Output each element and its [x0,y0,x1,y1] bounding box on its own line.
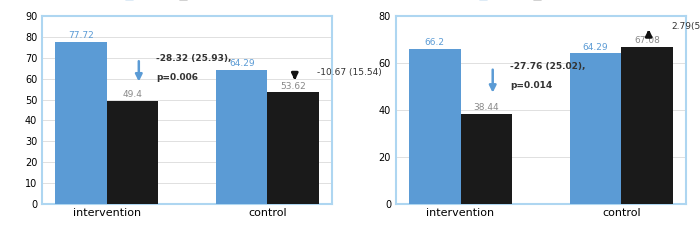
Text: 49.4: 49.4 [122,90,142,99]
Legend: baseline, 1month later: baseline, 1month later [124,0,250,2]
Bar [267,92,319,204]
Bar [622,47,673,204]
Text: 67.08: 67.08 [634,36,660,45]
Text: 53.62: 53.62 [280,82,306,91]
Text: p=0.014: p=0.014 [510,81,553,90]
Text: 64.29: 64.29 [229,59,255,68]
Text: 38.44: 38.44 [473,103,499,112]
Bar [461,114,512,204]
Text: -10.67 (15.54): -10.67 (15.54) [317,68,382,77]
Text: p=0.006: p=0.006 [157,73,199,82]
Legend: baseline, 1month later: baseline, 1month later [478,0,604,2]
Bar [409,49,461,204]
Text: -27.76 (25.02),: -27.76 (25.02), [510,62,586,71]
Bar [216,70,267,204]
Bar [570,53,622,204]
Text: 66.2: 66.2 [425,38,444,47]
Bar [55,42,106,204]
Text: 64.29: 64.29 [583,43,608,52]
Bar [106,101,158,204]
Text: 2.79(54.22): 2.79(54.22) [671,22,700,31]
Text: -28.32 (25.93),: -28.32 (25.93), [157,54,232,63]
Text: 77.72: 77.72 [68,31,94,40]
